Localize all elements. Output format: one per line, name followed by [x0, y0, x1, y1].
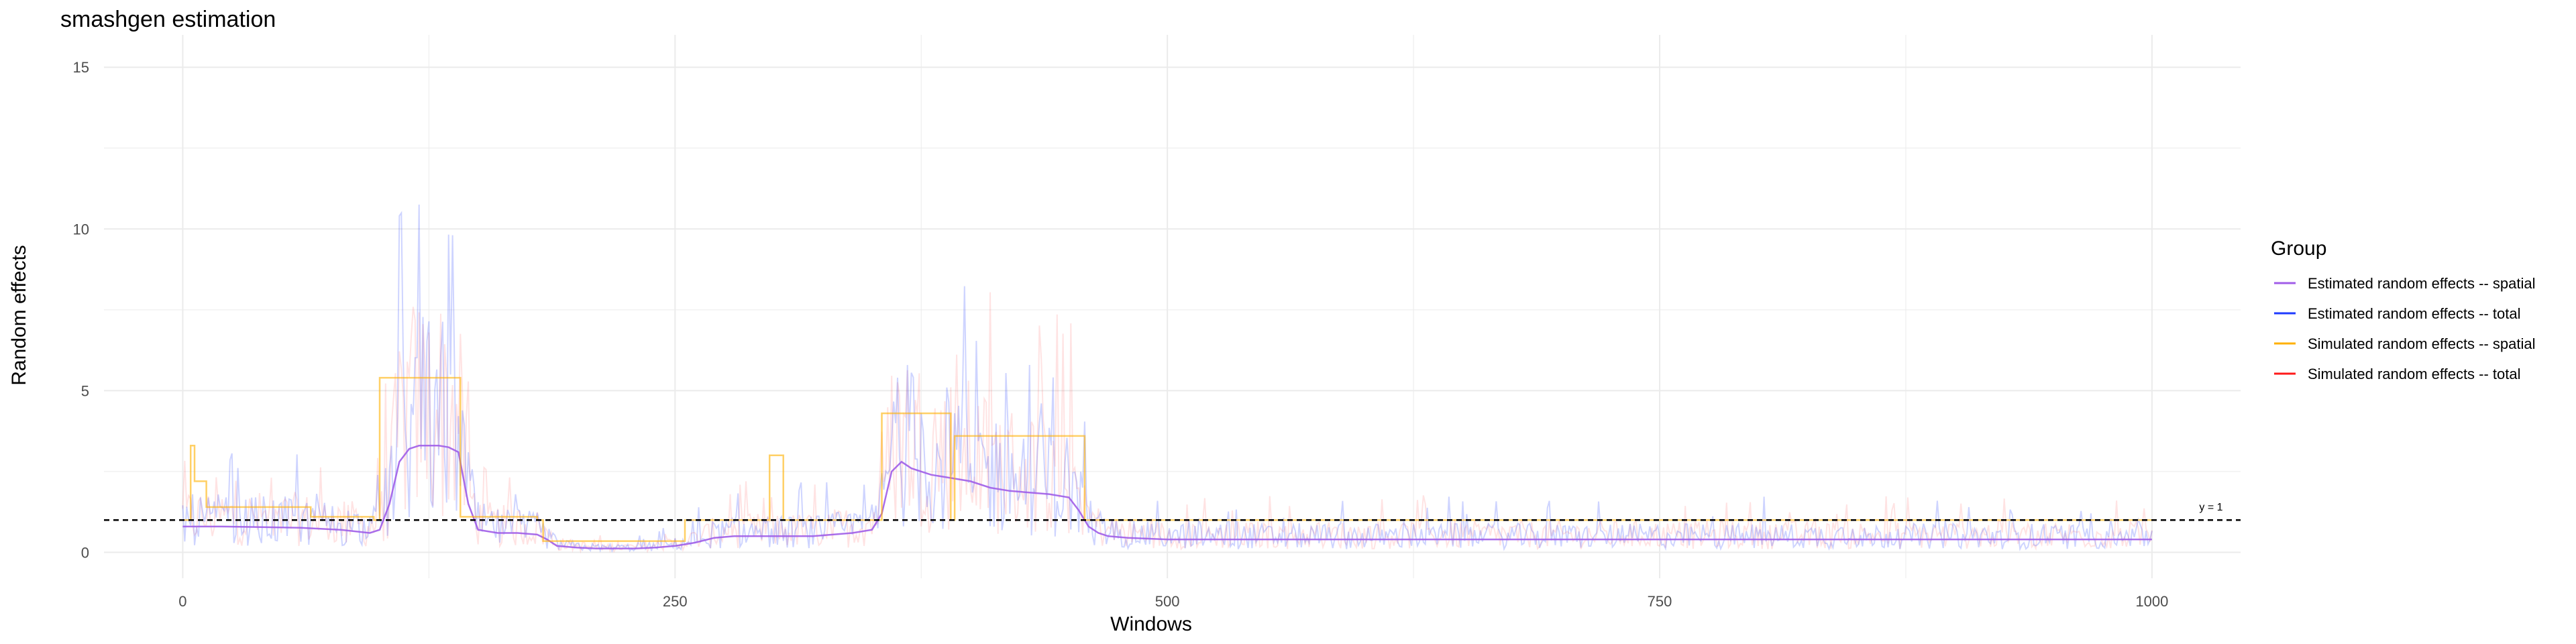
- series-line-0: [182, 445, 2152, 549]
- y-tick-label: 15: [73, 59, 89, 76]
- legend-label-1: Estimated random effects -- total: [2308, 305, 2521, 322]
- legend-label-2: Simulated random effects -- spatial: [2308, 335, 2536, 352]
- reference-line: y = 1: [104, 502, 2241, 521]
- x-tick-label: 0: [178, 593, 186, 610]
- legend: Group Estimated random effects -- spatia…: [2271, 237, 2536, 382]
- grid: [104, 35, 2241, 578]
- legend-title: Group: [2271, 237, 2326, 260]
- y-axis-title: Random effects: [8, 245, 30, 386]
- legend-label-0: Estimated random effects -- spatial: [2308, 275, 2536, 292]
- x-tick-label: 1000: [2135, 593, 2168, 610]
- x-tick-label: 750: [1648, 593, 1672, 610]
- x-axis-title: Windows: [1110, 613, 1192, 635]
- y-tick-label: 10: [73, 221, 89, 237]
- hline-label: y = 1: [2199, 502, 2222, 513]
- chart-title: smashgen estimation: [60, 7, 276, 32]
- noise-estimated-total: [182, 204, 2153, 553]
- noise-traces: [182, 204, 2153, 554]
- legend-label-3: Simulated random effects -- total: [2308, 366, 2521, 382]
- y-tick-label: 0: [81, 544, 89, 561]
- x-tick-labels: 0 250 500 750 1000: [178, 593, 2168, 610]
- noise-simulated-total: [182, 292, 2153, 554]
- y-tick-label: 5: [81, 382, 89, 399]
- y-tick-labels: 0 5 10 15: [73, 59, 89, 561]
- x-tick-label: 500: [1155, 593, 1180, 610]
- x-tick-label: 250: [663, 593, 688, 610]
